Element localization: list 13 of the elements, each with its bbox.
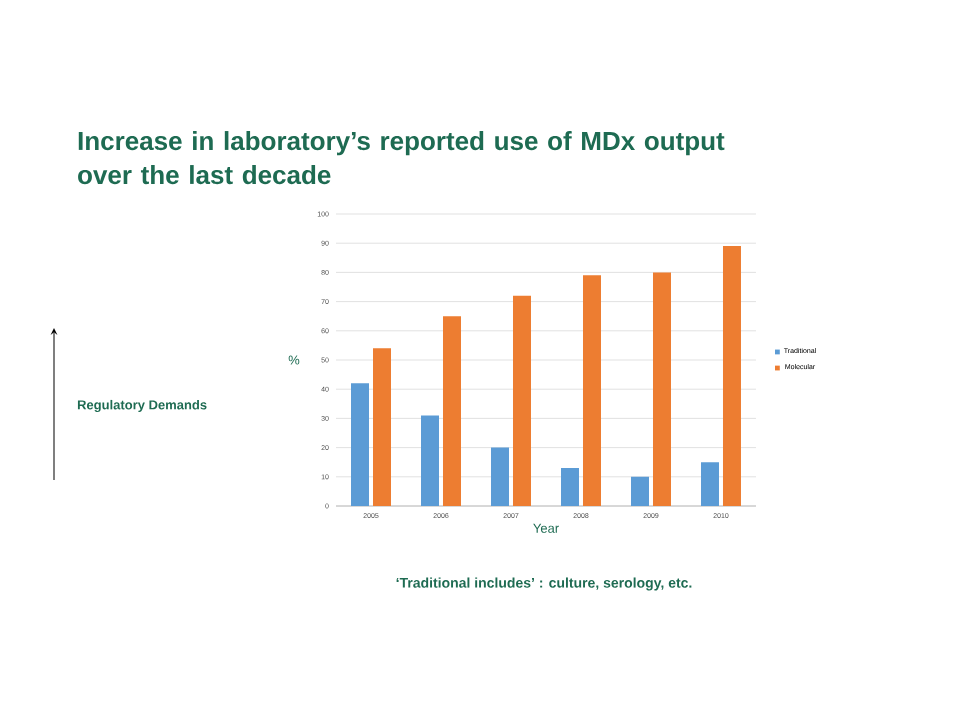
bar — [653, 272, 671, 506]
bar — [351, 383, 369, 506]
bar — [443, 316, 461, 506]
chart-title: Increase in laboratory’s reported use of MDx output over the last decade — [78, 131, 725, 185]
bar — [373, 348, 391, 506]
bar — [421, 415, 439, 506]
bar — [490, 447, 509, 506]
bar — [722, 246, 741, 506]
bar — [513, 295, 531, 506]
bar — [582, 275, 601, 506]
bar — [561, 468, 579, 506]
bar — [630, 476, 649, 506]
bar — [701, 462, 719, 506]
